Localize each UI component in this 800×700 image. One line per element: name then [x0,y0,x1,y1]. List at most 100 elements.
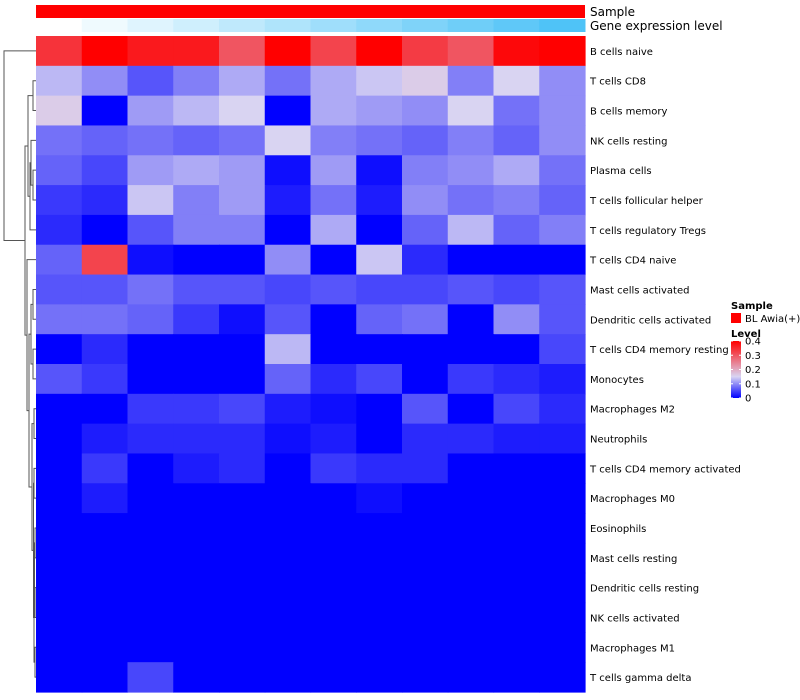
heatmap-cell [539,125,586,156]
heatmap-cell [219,453,266,484]
legend-level-tick-label: 0.4 [745,337,761,348]
dendrogram-branch [34,527,36,559]
heatmap-cell [402,304,449,335]
heatmap-cell [264,65,312,97]
heatmap-cell [173,602,220,633]
heatmap-cell [219,36,266,67]
gene-expression-level-label: Gene expression level [590,19,723,33]
heatmap-cell [81,244,129,276]
heatmap-cell [219,274,266,305]
heatmap-cell [264,632,312,663]
row-label: Mast cells activated [590,285,689,296]
heatmap-cell [310,304,357,335]
heatmap-cell [127,602,174,633]
heatmap-cell [310,155,357,186]
row-label: NK cells resting [590,136,667,147]
heatmap-cell [81,513,129,544]
heatmap-cell [219,244,266,276]
heatmap-cell [81,334,129,365]
heatmap-cell [219,364,266,395]
heatmap-cell [36,542,83,574]
heatmap-cell [402,513,449,544]
heatmap-cell [81,65,129,97]
heatmap-cell [310,602,357,633]
row-label: T cells follicular helper [589,196,704,207]
dendrogram-branch [33,408,36,440]
heatmap-cell [36,214,83,246]
gene-expression-level-cell [310,19,357,32]
heatmap-cell [310,393,357,425]
heatmap-cell [219,602,266,633]
heatmap-cell [447,393,495,425]
heatmap-cell [81,453,129,484]
row-label: Monocytes [590,375,644,386]
legend-level-title: Level [731,329,761,340]
row-label: Macrophages M0 [590,494,675,505]
heatmap-cell [310,423,357,455]
gene-expression-level-cell [402,19,449,32]
heatmap-cell [493,36,540,67]
heatmap-cell [127,662,174,693]
heatmap-cell [81,632,129,663]
heatmap-cell [36,155,83,186]
heatmap-cell [310,95,357,127]
heatmap-cell [127,334,174,365]
row-label: Mast cells resting [590,554,677,565]
heatmap-cell [219,95,266,127]
legend-sample-swatch [731,313,741,323]
gene-expression-level-cell [36,19,83,32]
heatmap-cell [447,304,495,335]
heatmap-cell [310,542,357,574]
heatmap-cell [493,334,540,365]
dendrogram-branch [34,587,36,618]
heatmap-cell [173,542,220,574]
heatmap-cell [127,36,174,67]
heatmap-cell [356,542,403,574]
heatmap-cell [127,214,174,246]
heatmap-cell [493,274,540,305]
heatmap-cell [539,632,586,663]
heatmap-cell [402,214,449,246]
heatmap-cell [264,364,312,395]
heatmap-cell [81,542,129,574]
heatmap-cell [36,95,83,127]
heatmap-cell [356,483,403,514]
heatmap-cell [447,36,495,67]
heatmap-cell [127,185,174,216]
heatmap-cell [81,393,129,425]
heatmap-cell [447,483,495,514]
heatmap-cell [173,65,220,97]
dendrogram-branch [3,50,36,242]
heatmap-cell [539,513,586,544]
heatmap-cell [447,125,495,156]
heatmap-cell [36,304,83,335]
row-label: Plasma cells [590,166,652,177]
heatmap-cell [447,274,495,305]
legend-level-tick-label: 0.2 [745,365,761,376]
legend-level-tick-label: 0.1 [745,379,761,390]
heatmap-cell [493,185,540,216]
heatmap-cell [264,95,312,127]
heatmap-cell [264,274,312,305]
heatmap-cell [127,274,174,305]
heatmap-cell [539,36,586,67]
heatmap-cell [402,125,449,156]
heatmap-cell [127,453,174,484]
heatmap-cell [493,304,540,335]
heatmap-cell [310,662,357,693]
heatmap-cell [402,602,449,633]
heatmap-cell [539,95,586,127]
heatmap-cell [219,304,266,335]
heatmap-cell [493,364,540,395]
heatmap-cell [539,65,586,97]
row-label: Dendritic cells resting [590,584,699,595]
heatmap-cell [219,632,266,663]
row-label: Neutrophils [590,435,647,446]
heatmap-cell [447,65,495,97]
heatmap-cell [402,244,449,276]
heatmap-cell [447,334,495,365]
heatmap-cell [356,423,403,455]
heatmap-cell [493,542,540,574]
heatmap-cell [493,125,540,156]
heatmap-cell [219,423,266,455]
